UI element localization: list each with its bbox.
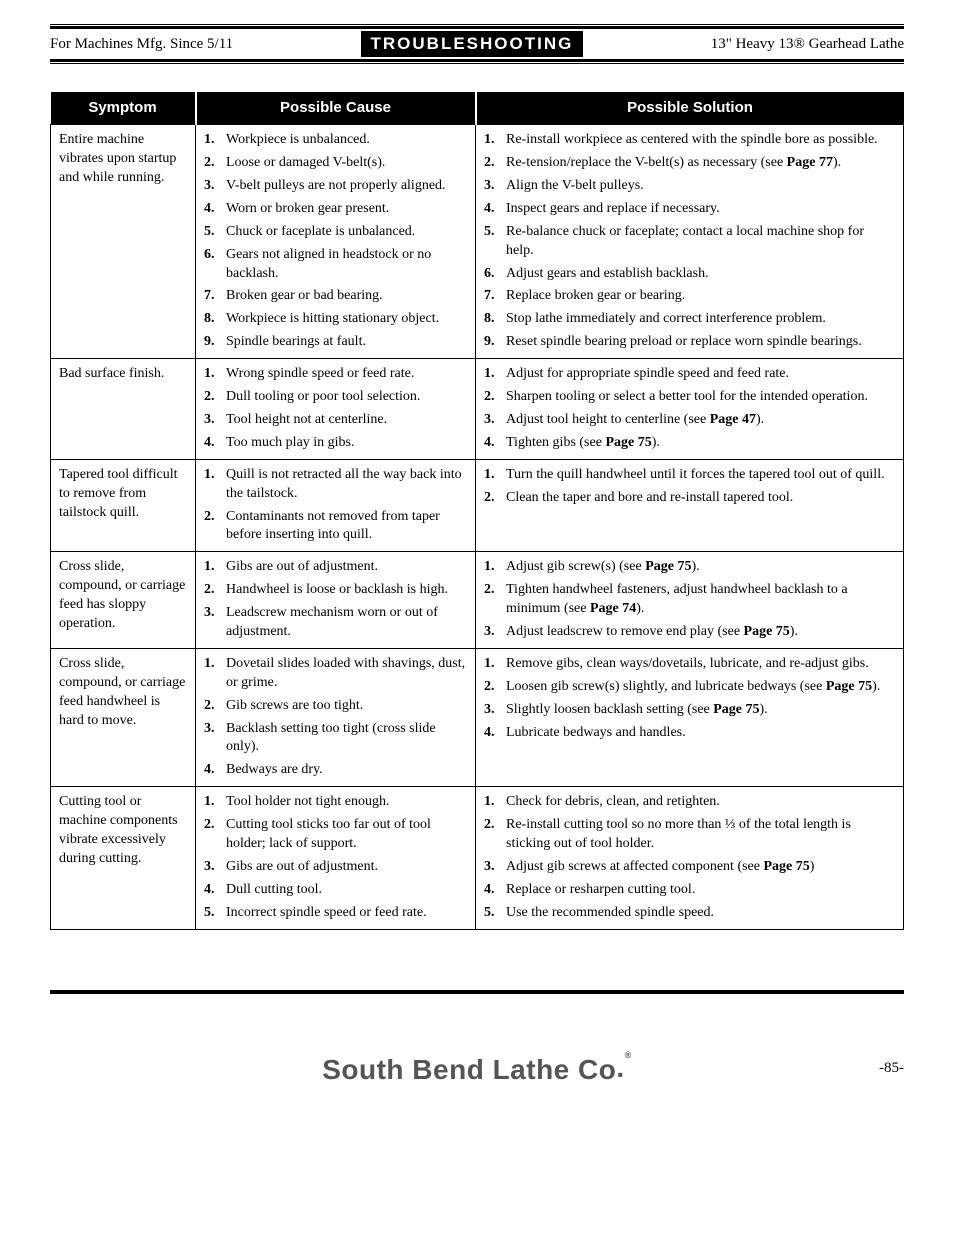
solution-item: 1.Re-install workpiece as centered with … xyxy=(484,131,895,150)
cause-item: 1.Workpiece is unbalanced. xyxy=(204,131,467,150)
solution-cell: 1.Adjust for appropriate spindle speed a… xyxy=(476,359,904,460)
solution-cell: 1.Remove gibs, clean ways/dovetails, lub… xyxy=(476,648,904,786)
solution-item: 4.Replace or resharpen cutting tool. xyxy=(484,881,895,900)
solution-item: 2.Tighten handwheel fasteners, adjust ha… xyxy=(484,581,895,619)
col-symptom: Symptom xyxy=(51,92,196,125)
symptom-cell: Entire machine vibrates upon startup and… xyxy=(51,125,196,359)
page-number: -85- xyxy=(879,1060,904,1077)
solution-item: 2.Sharpen tooling or select a better too… xyxy=(484,388,895,407)
cause-item: 2.Gib screws are too tight. xyxy=(204,697,467,716)
footer: South Bend Lathe Co.® -85- xyxy=(50,1054,904,1086)
solution-item: 5.Use the recommended spindle speed. xyxy=(484,904,895,923)
solution-item: 9.Reset spindle bearing preload or repla… xyxy=(484,333,895,352)
footer-rule xyxy=(50,990,904,994)
header-rule-bottom xyxy=(50,63,904,64)
header-bar: For Machines Mfg. Since 5/11 TROUBLESHOO… xyxy=(50,26,904,62)
solution-item: 3.Adjust tool height to centerline (see … xyxy=(484,411,895,430)
cause-item: 6.Gears not aligned in headstock or no b… xyxy=(204,246,467,284)
cause-item: 9.Spindle bearings at fault. xyxy=(204,333,467,352)
table-row: Cross slide, compound, or carriage feed … xyxy=(51,552,904,649)
cause-item: 1.Tool holder not tight enough. xyxy=(204,793,467,812)
solution-cell: 1.Adjust gib screw(s) (see Page 75). 2.Ti… xyxy=(476,552,904,649)
cause-item: 3.V-belt pulleys are not properly aligne… xyxy=(204,177,467,196)
solution-item: 7.Replace broken gear or bearing. xyxy=(484,287,895,306)
cause-item: 1.Wrong spindle speed or feed rate. xyxy=(204,365,467,384)
cause-item: 2.Dull tooling or poor tool selection. xyxy=(204,388,467,407)
solution-item: 4.Tighten gibs (see Page 75). xyxy=(484,434,895,453)
cause-cell: 1.Tool holder not tight enough. 2.Cutting… xyxy=(196,787,476,929)
col-cause: Possible Cause xyxy=(196,92,476,125)
solution-cell: 1.Turn the quill handwheel until it forc… xyxy=(476,459,904,552)
header-right: 13" Heavy 13® Gearhead Lathe xyxy=(711,36,904,53)
solution-item: 6.Adjust gears and establish backlash. xyxy=(484,265,895,284)
solution-item: 2.Re-install cutting tool so no more tha… xyxy=(484,816,895,854)
solution-item: 3.Align the V-belt pulleys. xyxy=(484,177,895,196)
symptom-cell: Cross slide, compound, or carriage feed … xyxy=(51,552,196,649)
symptom-cell: Bad surface finish. xyxy=(51,359,196,460)
solution-item: 8.Stop lathe immediately and correct int… xyxy=(484,310,895,329)
solution-item: 3.Adjust gib screws at affected componen… xyxy=(484,858,895,877)
cause-item: 5.Incorrect spindle speed or feed rate. xyxy=(204,904,467,923)
cause-item: 2.Contaminants not removed from taper be… xyxy=(204,508,467,546)
solution-item: 4.Lubricate bedways and handles. xyxy=(484,724,895,743)
cause-item: 3.Tool height not at centerline. xyxy=(204,411,467,430)
solution-item: 1.Check for debris, clean, and retighten… xyxy=(484,793,895,812)
cause-cell: 1.Gibs are out of adjustment. 2.Handwheel… xyxy=(196,552,476,649)
cause-item: 2.Loose or damaged V-belt(s). xyxy=(204,154,467,173)
cause-item: 1.Quill is not retracted all the way bac… xyxy=(204,466,467,504)
solution-item: 1.Adjust for appropriate spindle speed a… xyxy=(484,365,895,384)
table-header-row: Symptom Possible Cause Possible Solution xyxy=(51,92,904,125)
table-row: Cross slide, compound, or carriage feed … xyxy=(51,648,904,786)
cause-item: 7.Broken gear or bad bearing. xyxy=(204,287,467,306)
cause-item: 5.Chuck or faceplate is unbalanced. xyxy=(204,223,467,242)
table-row: Entire machine vibrates upon startup and… xyxy=(51,125,904,359)
symptom-cell: Cross slide, compound, or carriage feed … xyxy=(51,648,196,786)
cause-item: 4.Bedways are dry. xyxy=(204,761,467,780)
cause-cell: 1.Quill is not retracted all the way bac… xyxy=(196,459,476,552)
cause-cell: 1.Workpiece is unbalanced. 2.Loose or dam… xyxy=(196,125,476,359)
brand-logo: South Bend Lathe Co.® xyxy=(322,1054,632,1086)
table-row: Tapered tool difficult to remove from ta… xyxy=(51,459,904,552)
cause-item: 4.Dull cutting tool. xyxy=(204,881,467,900)
header-title: TROUBLESHOOTING xyxy=(361,31,584,57)
solution-item: 4.Inspect gears and replace if necessary… xyxy=(484,200,895,219)
solution-item: 2.Clean the taper and bore and re-instal… xyxy=(484,489,895,508)
solution-cell: 1.Re-install workpiece as centered with … xyxy=(476,125,904,359)
cause-item: 1.Dovetail slides loaded with shavings, … xyxy=(204,655,467,693)
solution-item: 2.Loosen gib screw(s) slightly, and lubr… xyxy=(484,678,895,697)
solution-cell: 1.Check for debris, clean, and retighten… xyxy=(476,787,904,929)
table-row: Bad surface finish.1.Wrong spindle speed… xyxy=(51,359,904,460)
solution-item: 5.Re-balance chuck or faceplate; contact… xyxy=(484,223,895,261)
table-row: Cutting tool or machine components vibra… xyxy=(51,787,904,929)
solution-item: 1.Turn the quill handwheel until it forc… xyxy=(484,466,895,485)
col-solution: Possible Solution xyxy=(476,92,904,125)
cause-item: 2.Cutting tool sticks too far out of too… xyxy=(204,816,467,854)
solution-item: 1.Adjust gib screw(s) (see Page 75). xyxy=(484,558,895,577)
solution-item: 2.Re-tension/replace the V-belt(s) as ne… xyxy=(484,154,895,173)
header-rule-top xyxy=(50,24,904,25)
solution-item: 3.Adjust leadscrew to remove end play (s… xyxy=(484,623,895,642)
symptom-cell: Cutting tool or machine components vibra… xyxy=(51,787,196,929)
cause-item: 3.Backlash setting too tight (cross slid… xyxy=(204,720,467,758)
solution-item: 1.Remove gibs, clean ways/dovetails, lub… xyxy=(484,655,895,674)
troubleshooting-table: Symptom Possible Cause Possible Solution… xyxy=(50,92,904,930)
cause-item: 1.Gibs are out of adjustment. xyxy=(204,558,467,577)
cause-item: 8.Workpiece is hitting stationary object… xyxy=(204,310,467,329)
cause-item: 3.Leadscrew mechanism worn or out of adj… xyxy=(204,604,467,642)
cause-cell: 1.Dovetail slides loaded with shavings, … xyxy=(196,648,476,786)
header-left: For Machines Mfg. Since 5/11 xyxy=(50,36,233,53)
cause-item: 3.Gibs are out of adjustment. xyxy=(204,858,467,877)
cause-cell: 1.Wrong spindle speed or feed rate. 2.Dul… xyxy=(196,359,476,460)
page-container: For Machines Mfg. Since 5/11 TROUBLESHOO… xyxy=(0,0,954,1116)
solution-item: 3.Slightly loosen backlash setting (see … xyxy=(484,701,895,720)
cause-item: 4.Too much play in gibs. xyxy=(204,434,467,453)
symptom-cell: Tapered tool difficult to remove from ta… xyxy=(51,459,196,552)
cause-item: 2.Handwheel is loose or backlash is high… xyxy=(204,581,467,600)
cause-item: 4.Worn or broken gear present. xyxy=(204,200,467,219)
